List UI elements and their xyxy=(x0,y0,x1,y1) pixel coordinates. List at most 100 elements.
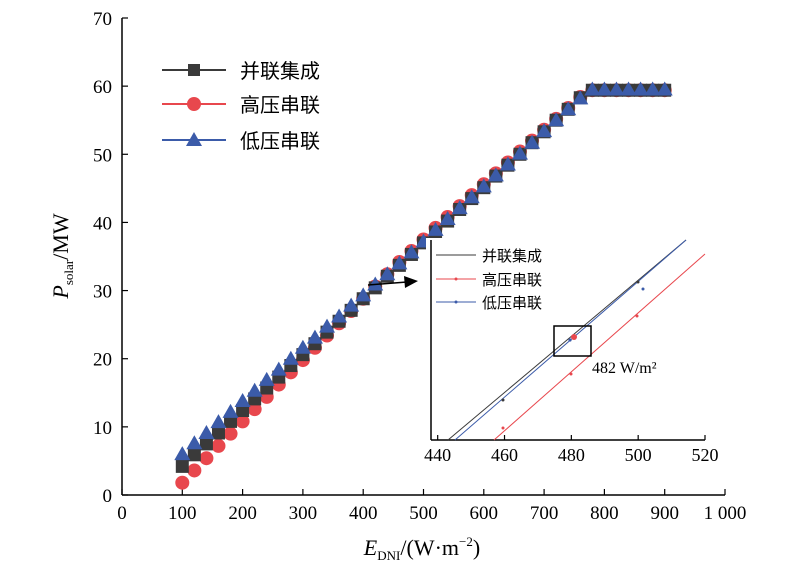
data-point-square xyxy=(175,459,189,473)
data-point-triangle xyxy=(319,318,336,333)
data-point-triangle xyxy=(620,81,637,96)
x-tick-label: 0 xyxy=(117,503,127,524)
zoom-arrow xyxy=(367,276,418,288)
inset-point xyxy=(501,426,505,430)
data-point-triangle xyxy=(487,167,504,182)
data-point-triangle xyxy=(174,446,191,461)
data-point-square xyxy=(187,448,201,462)
data-point-circle xyxy=(199,451,214,466)
inset-legend-label-low-voltage: 低压串联 xyxy=(482,294,542,312)
inset-line-parallel xyxy=(447,239,687,441)
data-point-triangle xyxy=(270,361,287,376)
data-point-circle xyxy=(211,438,226,453)
legend-item-high-voltage: 高压串联 xyxy=(162,93,320,117)
data-point-triangle xyxy=(439,211,456,226)
data-point-triangle xyxy=(511,145,528,160)
data-point-circle xyxy=(175,475,190,490)
x-tick-label: 600 xyxy=(470,503,499,524)
x-tick-label: 100 xyxy=(168,503,197,524)
y-tick-label: 10 xyxy=(93,418,112,439)
crossing-annotation: 482 W/m² xyxy=(592,360,657,377)
x-tick-label: 800 xyxy=(590,503,619,524)
x-tick-label: 500 xyxy=(409,503,438,524)
data-point-triangle xyxy=(572,90,589,105)
x-tick-label: 1 000 xyxy=(704,503,747,524)
inset-legend-marker-high-voltage xyxy=(454,277,458,281)
data-point-triangle xyxy=(451,200,468,215)
legend-marker-parallel xyxy=(188,64,200,76)
data-point-square xyxy=(199,437,213,451)
x-title-sup: −2 xyxy=(459,534,473,549)
x-ticks: 0 100 200 300 400 500 600 700 800 900 1 000 xyxy=(117,489,746,524)
data-point-triangle xyxy=(499,156,516,171)
data-point-triangle xyxy=(391,255,408,270)
data-point-square xyxy=(211,426,225,440)
inset-legend: 并联集成 高压串联 低压串联 xyxy=(436,247,542,312)
inset-point xyxy=(569,372,573,376)
data-point-triangle xyxy=(355,287,372,302)
legend-item-parallel: 并联集成 xyxy=(162,59,320,83)
legend-label-parallel: 并联集成 xyxy=(240,59,320,83)
inset-legend-marker-low-voltage xyxy=(454,300,458,304)
data-point-triangle xyxy=(186,435,203,450)
y-tick-label: 50 xyxy=(93,145,112,166)
data-point-triangle xyxy=(463,189,480,204)
y-axis-title: Psolar/MW xyxy=(48,213,76,299)
y-tick-label: 30 xyxy=(93,282,112,303)
x-tick-label: 300 xyxy=(289,503,318,524)
data-point-circle xyxy=(235,414,250,429)
inset-x-tick-label: 500 xyxy=(625,445,652,465)
data-point-triangle xyxy=(644,81,661,96)
data-point-triangle xyxy=(608,81,625,96)
inset-x-tick-label: 440 xyxy=(424,445,451,465)
data-point-triangle xyxy=(656,81,673,96)
data-point-triangle xyxy=(475,178,492,193)
inset-point xyxy=(641,287,645,291)
y-ticks: 0 10 20 30 40 50 60 70 xyxy=(93,9,128,507)
data-point-triangle xyxy=(524,134,541,149)
data-point-triangle xyxy=(343,297,360,312)
data-point-triangle xyxy=(306,329,323,344)
y-tick-label: 70 xyxy=(93,9,112,30)
data-point-triangle xyxy=(379,266,396,281)
inset-line-high-voltage xyxy=(493,253,706,441)
inset-x-tick-label: 480 xyxy=(558,445,585,465)
data-point-triangle xyxy=(632,81,649,96)
x-title-close: ) xyxy=(473,535,480,560)
crossing-point xyxy=(571,334,577,340)
inset-background xyxy=(426,238,706,440)
inset-x-ticks: 440 460 480 500 520 xyxy=(424,435,719,465)
data-point-triangle xyxy=(548,112,565,127)
data-point-square xyxy=(236,404,250,418)
data-point-triangle xyxy=(282,350,299,365)
data-point-triangle xyxy=(403,244,420,259)
data-point-triangle xyxy=(222,403,239,418)
inset-x-tick-label: 460 xyxy=(491,445,518,465)
legend-item-low-voltage: 低压串联 xyxy=(162,129,320,153)
inset-point xyxy=(501,398,505,402)
series-layer xyxy=(174,81,673,490)
y-title-sub: solar xyxy=(61,259,76,285)
x-axis-title: EDNI/(W·m−2) xyxy=(363,534,480,563)
legend-label-low-voltage: 低压串联 xyxy=(240,129,320,153)
x-tick-label: 400 xyxy=(349,503,378,524)
data-point-circle xyxy=(223,426,238,441)
series-2 xyxy=(174,81,673,461)
x-tick-label: 200 xyxy=(228,503,257,524)
inset-point xyxy=(635,314,639,318)
data-point-triangle xyxy=(294,339,311,354)
x-title-unit: /(W·m xyxy=(400,535,459,560)
data-point-triangle xyxy=(246,382,263,397)
y-tick-label: 40 xyxy=(93,213,112,234)
y-title-unit: /MW xyxy=(48,213,73,260)
crossing-point-blue xyxy=(568,338,572,342)
legend-label-high-voltage: 高压串联 xyxy=(240,93,320,117)
data-point-triangle xyxy=(560,101,577,116)
crossing-zoom-box xyxy=(553,325,592,357)
data-point-triangle xyxy=(584,81,601,96)
y-title-main: P xyxy=(48,285,73,299)
y-tick-label: 20 xyxy=(93,350,112,371)
inset-x-tick-label: 520 xyxy=(692,445,719,465)
data-point-triangle xyxy=(331,308,348,323)
